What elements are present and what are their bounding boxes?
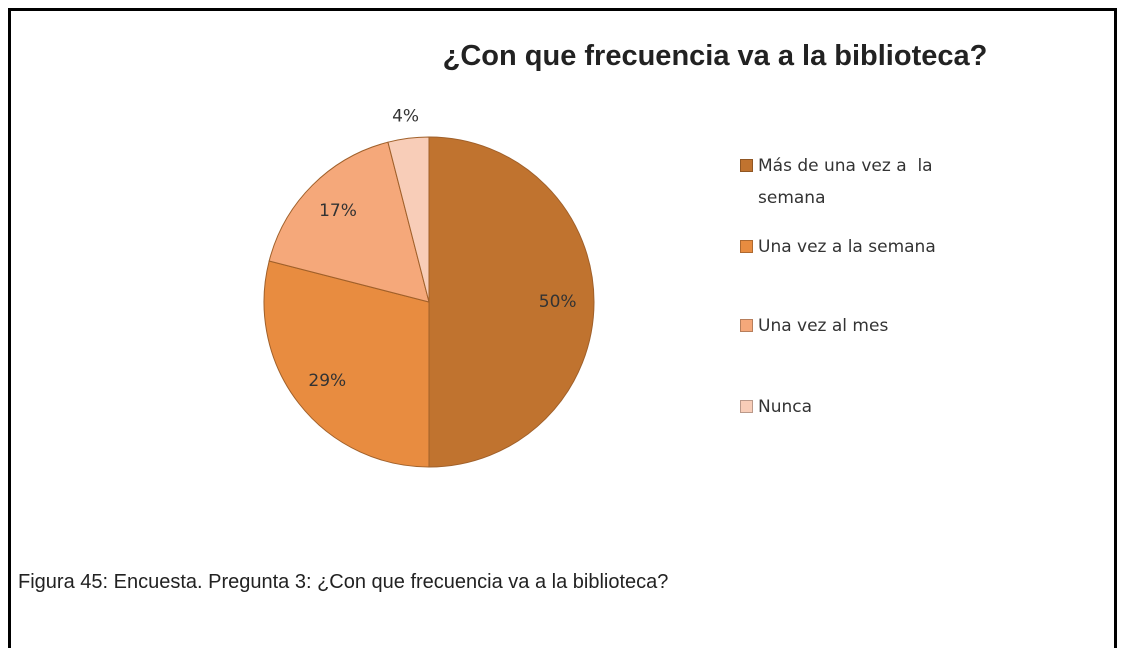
data-label: 50% (539, 292, 577, 312)
pie-slice (387, 136, 430, 303)
legend-label: Más de una vez a la semana (758, 156, 938, 208)
pie-slice (428, 136, 595, 468)
pie-slice (263, 260, 430, 468)
legend-swatch (740, 159, 753, 172)
legend-label: Nunca (758, 397, 813, 417)
legend-item: Una vez a la semana (740, 231, 990, 263)
legend-item: Más de una vez a la semana (740, 150, 990, 214)
legend-label: Una vez a la semana (758, 237, 936, 257)
data-label: 29% (308, 371, 346, 391)
caption: Figura 45: Encuesta. Pregunta 3: ¿Con qu… (18, 571, 669, 593)
legend-item: Nunca (740, 391, 990, 423)
legend-swatch (740, 319, 753, 332)
chart-title: ¿Con que frecuencia va a la biblioteca? (442, 40, 988, 72)
frame (8, 8, 1117, 648)
data-label: 4% (392, 106, 419, 126)
legend-swatch (740, 240, 753, 253)
legend-swatch (740, 400, 753, 413)
pie-slice (268, 141, 430, 303)
data-label: 17% (319, 201, 357, 221)
legend-label: Una vez al mes (758, 316, 889, 336)
legend-item: Una vez al mes (740, 310, 990, 342)
